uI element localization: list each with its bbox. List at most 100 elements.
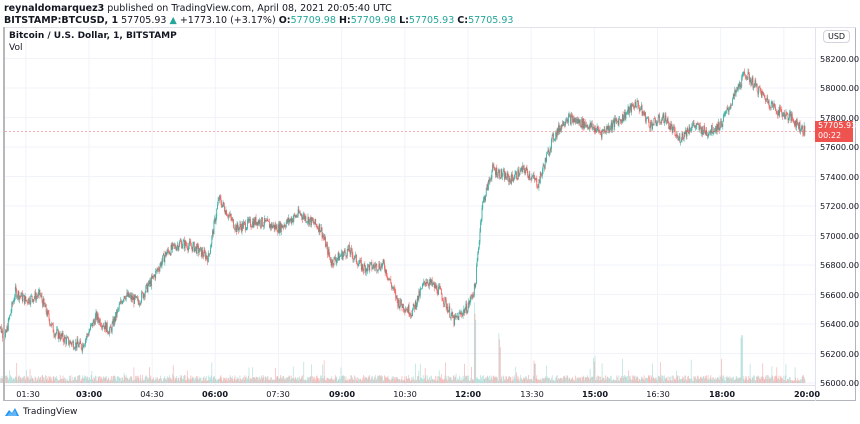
volume-bar	[61, 379, 63, 383]
tradingview-logo[interactable]: TradingView	[4, 407, 77, 417]
candle-body	[405, 309, 406, 312]
candle-body	[504, 173, 506, 180]
candle-body	[138, 302, 140, 305]
volume-bar	[82, 375, 84, 383]
candle-body	[656, 123, 658, 126]
volume-bar	[420, 378, 422, 383]
candle-body	[799, 122, 801, 132]
candle-body	[786, 113, 788, 114]
candle-body	[483, 196, 485, 200]
volume-bar	[535, 363, 536, 383]
volume-bar	[27, 376, 29, 383]
volume-bar	[223, 377, 225, 383]
volume-bar	[94, 375, 96, 383]
volume-bar	[118, 377, 120, 383]
candle-body	[452, 316, 454, 318]
volume-bar	[507, 378, 509, 383]
candle-body	[782, 113, 783, 117]
candle-body	[171, 244, 173, 250]
volume-legend[interactable]: Vol	[9, 43, 23, 53]
candle-body	[509, 178, 511, 181]
volume-bar	[160, 375, 161, 383]
volume-bar	[111, 379, 113, 383]
volume-bar	[716, 379, 717, 383]
candle-body	[519, 170, 521, 175]
candle-body	[466, 303, 467, 313]
volume-bar	[343, 375, 345, 383]
candle-body	[751, 77, 753, 82]
candle-body	[14, 286, 16, 298]
candle-body	[639, 109, 641, 111]
volume-bar	[676, 376, 678, 383]
candle-body	[54, 335, 56, 337]
volume-bar	[448, 378, 450, 383]
volume-bar	[759, 376, 761, 383]
volume-bar	[354, 380, 356, 383]
candle-body	[363, 269, 364, 271]
volume-bar	[77, 375, 79, 383]
volume-bar	[587, 376, 589, 383]
volume-bar	[581, 380, 583, 383]
volume-bar	[762, 363, 764, 383]
volume-bar	[226, 377, 227, 383]
candle-body	[241, 223, 243, 232]
candle-body	[629, 105, 631, 108]
volume-bar	[577, 378, 579, 383]
candle-body	[108, 333, 110, 335]
volume-bar	[201, 377, 203, 383]
candle-body	[18, 291, 20, 300]
volume-bar	[568, 379, 569, 383]
volume-bar	[583, 376, 585, 383]
candle-body	[153, 275, 155, 277]
volume-bar	[353, 375, 355, 383]
candle-body	[42, 300, 44, 307]
candle-body	[208, 253, 210, 255]
candle-body	[686, 128, 688, 137]
candle-body	[170, 244, 172, 255]
volume-bar	[410, 380, 412, 383]
volume-bar	[272, 379, 274, 383]
volume-bar	[586, 375, 588, 383]
volume-bar	[732, 376, 734, 383]
candle-body	[306, 221, 307, 223]
volume-bar	[553, 380, 555, 383]
currency-button[interactable]: USD	[823, 30, 851, 43]
volume-bar	[550, 380, 552, 383]
candle-body	[189, 241, 191, 243]
volume-bar	[542, 377, 543, 383]
volume-bar	[470, 377, 472, 383]
volume-bar	[633, 375, 634, 383]
candle-body	[374, 266, 376, 268]
candle-body	[266, 219, 268, 222]
volume-bar	[26, 369, 27, 383]
volume-bar	[659, 362, 661, 383]
volume-bar	[620, 377, 622, 383]
candle-body	[717, 124, 719, 130]
volume-bar	[713, 377, 714, 383]
candle-body	[111, 327, 112, 332]
volume-bar	[172, 365, 174, 383]
candle-body	[608, 125, 610, 131]
volume-bar	[678, 380, 679, 383]
candle-body	[168, 251, 170, 254]
candle-body	[622, 114, 624, 121]
candle-body	[304, 216, 306, 220]
candle-body	[29, 302, 31, 304]
volume-bar	[159, 378, 161, 383]
volume-bar	[537, 379, 539, 383]
volume-bar	[541, 380, 543, 383]
candle-body	[710, 130, 712, 134]
volume-bar	[564, 375, 566, 383]
candle-body	[52, 323, 53, 324]
candle-body	[455, 315, 457, 318]
volume-bar	[723, 380, 725, 383]
candle-body	[258, 220, 260, 224]
candle-body	[257, 222, 258, 226]
series-legend-title[interactable]: Bitcoin / U.S. Dollar, 1, BITSTAMP	[9, 31, 177, 41]
candle-body	[531, 176, 533, 180]
candle-body	[662, 113, 664, 118]
candle-body	[429, 279, 431, 283]
publisher-name[interactable]: reynaldomarquez3	[4, 3, 105, 14]
candle-body	[572, 116, 573, 123]
